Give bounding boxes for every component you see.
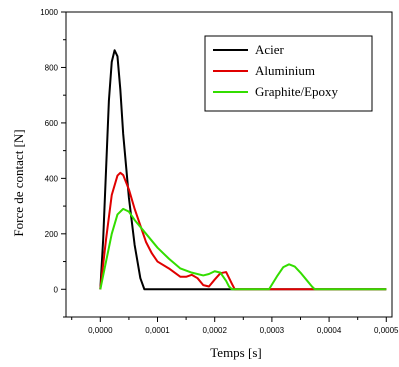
x-tick-label: 0,0001 <box>145 326 170 335</box>
y-tick-label: 1000 <box>40 8 58 17</box>
x-tick-label: 0,0000 <box>88 326 113 335</box>
legend-label-2: Aluminium <box>255 63 315 78</box>
x-tick-label: 0,0002 <box>202 326 227 335</box>
legend-box <box>204 35 373 112</box>
axis-ticks: 0,0000 0,0001 0,0002 0,0003 0,0004 0,0005 0 200… <box>40 8 399 335</box>
y-tick-label: 0 <box>54 285 59 294</box>
series-line-1 <box>99 49 387 291</box>
x-axis-label: Temps [s] <box>210 345 261 360</box>
legend-label-3: Graphite/Epoxy <box>255 84 339 99</box>
x-tick-label: 0,0005 <box>374 326 399 335</box>
y-tick-label: 400 <box>45 174 59 183</box>
y-tick-label: 200 <box>45 230 59 239</box>
legend-label-1: Acier <box>255 42 285 57</box>
series-line-2 <box>99 171 387 291</box>
series-line-3 <box>99 207 387 291</box>
data-series <box>99 49 387 291</box>
y-tick-label: 800 <box>45 63 59 72</box>
plot-border <box>65 11 393 318</box>
x-tick-label: 0,0003 <box>260 326 285 335</box>
x-tick-label: 0,0004 <box>317 326 342 335</box>
plot-area <box>65 11 393 318</box>
legend: Acier Aluminium Graphite/Epoxy <box>204 35 373 112</box>
y-tick-label: 600 <box>45 119 59 128</box>
y-axis-label: Force de contact [N] <box>11 129 26 236</box>
